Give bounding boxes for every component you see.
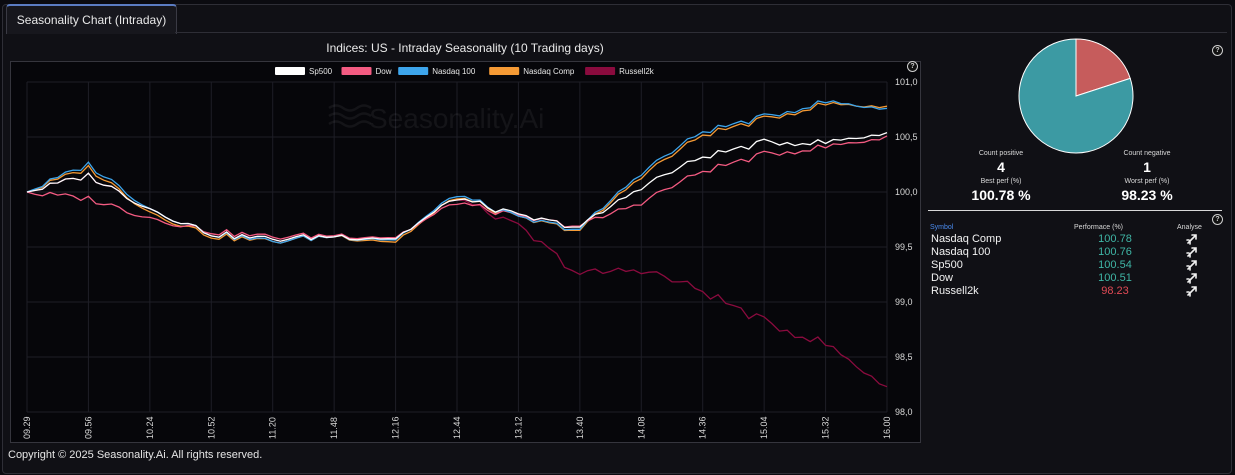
row-performance: 100.78 [1098, 233, 1132, 245]
worst-perf-value: 98.23 % [1121, 187, 1173, 203]
legend-label[interactable]: Dow [376, 67, 392, 76]
x-tick-label: 16.00 [882, 416, 892, 439]
y-tick-label: 98,0 [895, 407, 913, 417]
table-row: Dow 100.51 [931, 272, 1211, 285]
x-tick-label: 13.12 [513, 416, 523, 439]
legend-label[interactable]: Russell2k [619, 67, 655, 76]
rocket-icon[interactable] [1185, 272, 1199, 284]
row-performance: 100.51 [1098, 272, 1132, 284]
row-symbol: Dow [931, 272, 954, 284]
series-line-dow [26, 135, 888, 240]
y-tick-label: 100,0 [895, 187, 918, 197]
symbol-column-header: Symbol [930, 224, 954, 231]
y-tick-label: 98,5 [895, 352, 913, 362]
row-symbol: Nasdaq 100 [931, 246, 991, 258]
x-tick-label: 10.24 [145, 416, 155, 439]
best-perf-label: Best perf (%) [980, 178, 1022, 185]
legend-swatch [275, 67, 305, 75]
legend-label[interactable]: Nasdaq 100 [432, 67, 476, 76]
best-perf-value: 100.78 % [971, 187, 1031, 203]
row-symbol: Nasdaq Comp [931, 233, 1002, 245]
watermark-logo-wave [328, 120, 372, 128]
x-tick-label: 11.20 [268, 417, 278, 439]
y-tick-label: 99,0 [895, 297, 913, 307]
row-symbol: Sp500 [931, 259, 963, 271]
row-performance: 100.76 [1098, 246, 1132, 258]
stats-divider [928, 210, 1222, 211]
legend-swatch [585, 67, 616, 75]
row-symbol: Russell2k [931, 285, 979, 297]
watermark-text: Seasonality.Ai [369, 103, 544, 134]
x-tick-label: 12.44 [452, 416, 462, 439]
pie-help-icon[interactable]: ? [1212, 45, 1223, 56]
table-help-icon[interactable]: ? [1212, 214, 1223, 225]
x-tick-label: 15.32 [821, 416, 831, 439]
watermark-logo-wave [328, 112, 372, 120]
x-tick-label: 10.52 [206, 416, 216, 439]
y-tick-label: 101,0 [895, 77, 918, 87]
table-row: Nasdaq 100 100.76 [931, 246, 1211, 259]
rocket-icon[interactable] [1185, 259, 1199, 271]
table-row: Sp500 100.54 [931, 259, 1211, 272]
rocket-icon[interactable] [1185, 233, 1199, 245]
line-chart: 98,0 98,5 99,0 99,5 100,0 100,5 101,0 Seasonali… [22, 67, 918, 439]
legend-label[interactable]: Sp500 [309, 67, 333, 76]
x-tick-label: 13.40 [575, 416, 585, 439]
copyright-text: Copyright © 2025 Seasonality.Ai. All rig… [8, 449, 263, 461]
count-negative-value: 1 [1143, 159, 1151, 175]
x-tick-label: 12.16 [391, 416, 401, 439]
x-tick-label: 14.08 [636, 416, 646, 439]
rocket-icon[interactable] [1185, 246, 1199, 258]
watermark-logo-wave [328, 104, 372, 112]
performance-column-header: Performace (%) [1074, 224, 1124, 231]
analyse-column-header: Analyse [1177, 224, 1202, 231]
count-negative-label: Count negative [1123, 150, 1171, 157]
y-tick-label: 100,5 [895, 132, 918, 142]
x-tick-label: 09.56 [83, 416, 93, 439]
legend-label[interactable]: Nasdaq Comp [523, 67, 575, 76]
pie-slice-positive [1018, 38, 1134, 154]
y-tick-label: 99,5 [895, 242, 913, 252]
tab-seasonality-chart[interactable]: Seasonality Chart (Intraday) [6, 4, 177, 34]
x-tick-label: 14.36 [698, 416, 708, 439]
legend-swatch [489, 67, 520, 75]
tab-divider [175, 32, 1227, 33]
pie-slice-negative [1075, 38, 1131, 97]
table-row: Nasdaq Comp 100.78 [931, 233, 1211, 246]
series-line-sp500 [26, 131, 888, 242]
chart-area: 98,0 98,5 99,0 99,5 100,0 100,5 101,0 Seasonali… [10, 61, 921, 443]
count-positive-value: 4 [997, 159, 1005, 175]
legend-swatch [398, 67, 429, 75]
x-tick-label: 15.04 [759, 416, 769, 439]
table-row: Russell2k 98.23 [931, 285, 1211, 298]
row-performance: 98.23 [1101, 285, 1129, 297]
rocket-icon[interactable] [1185, 285, 1199, 297]
count-positive-label: Count positive [978, 150, 1024, 157]
legend-swatch [341, 67, 372, 75]
row-performance: 100.54 [1098, 259, 1132, 271]
x-tick-label: 09.29 [22, 416, 32, 439]
series-line-nasdaq-comp [26, 101, 888, 244]
chart-help-icon[interactable]: ? [907, 61, 918, 72]
worst-perf-label: Worst perf (%) [1124, 178, 1170, 185]
chart-title: Indices: US - Intraday Seasonality (10 T… [326, 41, 604, 55]
pie-chart [1018, 38, 1134, 154]
x-tick-label: 11.48 [329, 417, 339, 439]
